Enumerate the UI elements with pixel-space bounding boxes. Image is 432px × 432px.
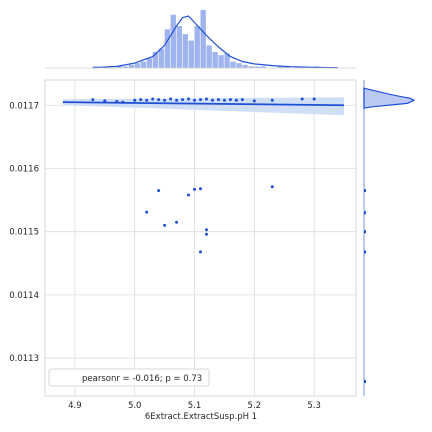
y-tick-label: 0.0117 bbox=[9, 101, 39, 111]
scatter-point bbox=[151, 97, 155, 101]
histogram-bar bbox=[116, 66, 123, 68]
scatter-point bbox=[216, 98, 220, 102]
scatter-point bbox=[199, 187, 202, 191]
right-marginal-tick bbox=[364, 250, 366, 254]
scatter-point bbox=[204, 232, 208, 236]
kde-curve bbox=[92, 15, 339, 69]
y-tick-label: 0.0114 bbox=[9, 291, 39, 301]
legend-box bbox=[48, 368, 210, 387]
scatter-point bbox=[187, 193, 191, 197]
histogram-bar bbox=[260, 66, 266, 68]
scatter-point bbox=[145, 98, 149, 102]
right-marginal-histogram bbox=[363, 80, 416, 396]
histogram-bar bbox=[164, 29, 170, 68]
histogram-bar bbox=[176, 26, 182, 68]
histogram-bar bbox=[224, 53, 230, 68]
right-marginal-tick bbox=[364, 189, 366, 193]
scatter-point bbox=[270, 98, 274, 102]
top-marginal-histogram bbox=[45, 10, 356, 69]
histogram-bar bbox=[182, 34, 188, 68]
right-kde-curve bbox=[363, 87, 416, 109]
scatter-point bbox=[163, 223, 167, 227]
histogram-bar bbox=[248, 66, 254, 68]
scatter-point bbox=[234, 98, 238, 102]
histogram-bar bbox=[158, 48, 165, 68]
histogram-bar bbox=[218, 55, 224, 68]
x-tick-label: 4.9 bbox=[68, 401, 82, 411]
x-tick-label: 5.0 bbox=[128, 401, 142, 411]
y-tick-label: 0.0115 bbox=[9, 228, 39, 238]
scatter-point bbox=[187, 97, 191, 101]
histogram-bar bbox=[134, 63, 141, 68]
x-tick-label: 5.1 bbox=[188, 401, 202, 411]
scatter-point bbox=[252, 99, 256, 103]
scatter-point bbox=[139, 98, 143, 102]
scatter-point bbox=[175, 220, 179, 224]
scatter-point bbox=[199, 250, 202, 254]
scatter-point bbox=[157, 189, 161, 193]
histogram-bar bbox=[236, 63, 242, 68]
regression-confidence-band bbox=[62, 97, 345, 116]
legend-text: pearsonr = -0.016; p = 0.73 bbox=[82, 374, 202, 384]
scatter-point bbox=[145, 210, 149, 214]
scatter-panel: 4.9 5.0 5.1 5.2 5.3 0.0113 0.0114 0.0115 0.0116 0… bbox=[9, 79, 357, 411]
right-marginal-tick bbox=[364, 230, 366, 234]
histogram-bar bbox=[170, 14, 176, 69]
scatter-point bbox=[300, 97, 304, 101]
scatter-point bbox=[163, 98, 167, 102]
scatter-point bbox=[228, 98, 232, 102]
histogram-bar bbox=[146, 58, 153, 68]
y-tick-label: 0.0113 bbox=[9, 354, 39, 364]
scatter-point bbox=[199, 98, 202, 102]
histogram-bar bbox=[230, 61, 236, 68]
histogram-bar bbox=[284, 66, 290, 68]
histogram-bar bbox=[242, 64, 248, 68]
histogram-bar bbox=[254, 66, 260, 68]
scatter-point bbox=[91, 98, 95, 102]
x-tick-label: 5.3 bbox=[307, 401, 321, 411]
scatter-point bbox=[181, 98, 185, 102]
histogram-bar bbox=[194, 26, 200, 68]
scatter-point bbox=[210, 98, 214, 102]
scatter-point bbox=[222, 98, 226, 102]
scatter-point bbox=[103, 99, 107, 103]
histogram-bar bbox=[200, 10, 206, 68]
right-marginal-tick bbox=[364, 211, 366, 215]
histogram-bar bbox=[140, 61, 147, 68]
scatter-point bbox=[193, 98, 197, 102]
histogram-bar bbox=[122, 66, 129, 68]
histogram-bar bbox=[128, 64, 135, 68]
scatter-point bbox=[240, 98, 244, 102]
scatter-point bbox=[175, 98, 179, 102]
scatter-point bbox=[270, 185, 274, 189]
x-tick-label: 5.2 bbox=[248, 401, 262, 411]
scatter-point bbox=[204, 97, 208, 101]
scatter-point bbox=[169, 97, 173, 101]
scatter-point bbox=[133, 98, 137, 102]
scatter-point bbox=[157, 98, 161, 102]
scatter-point bbox=[312, 97, 316, 101]
regression-line bbox=[62, 101, 345, 107]
right-marginal-tick bbox=[364, 379, 366, 383]
x-axis-label: 6Extract.ExtractSusp.pH 1 bbox=[145, 412, 257, 422]
legend: pearsonr = -0.016; p = 0.73 bbox=[48, 368, 210, 387]
plot-area bbox=[44, 79, 357, 397]
histogram-bar bbox=[188, 40, 194, 68]
right-marginal-histogram-bar bbox=[364, 88, 414, 109]
histogram-bar bbox=[206, 45, 212, 68]
histogram-bar bbox=[212, 51, 218, 68]
histogram-bar bbox=[278, 66, 284, 68]
scatter-point bbox=[204, 228, 208, 232]
histogram-bar bbox=[152, 51, 159, 68]
scatter-point bbox=[193, 187, 197, 191]
y-tick-label: 0.0116 bbox=[9, 164, 39, 174]
